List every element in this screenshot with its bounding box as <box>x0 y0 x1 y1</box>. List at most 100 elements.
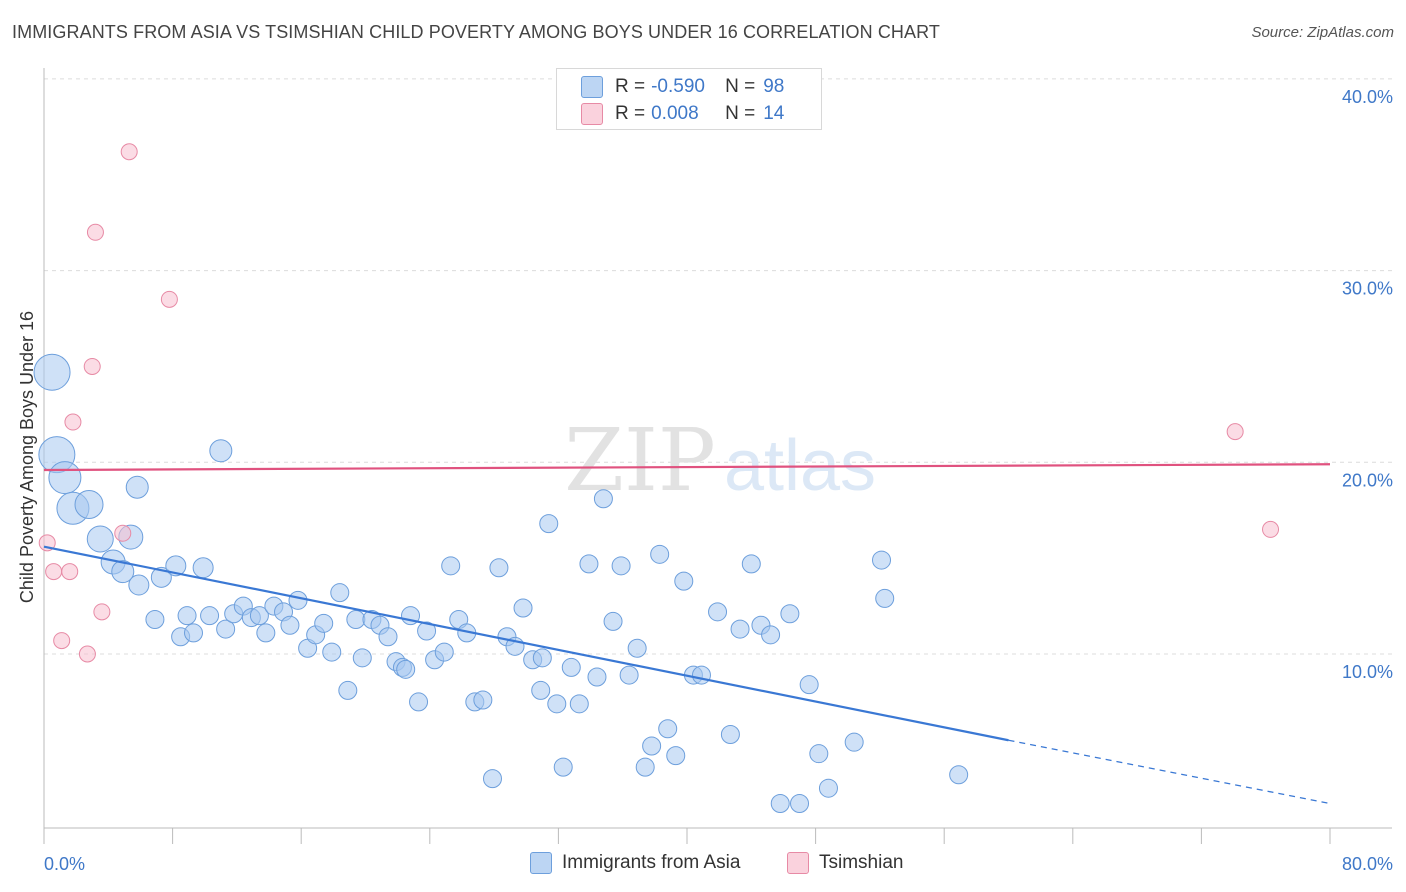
asia-point <box>434 642 454 662</box>
asia-point <box>330 583 350 603</box>
asia-point <box>128 574 150 596</box>
grid-lines <box>44 78 1392 655</box>
asia-point <box>409 692 429 712</box>
tsimshian-point <box>64 413 82 431</box>
tsimshian-point <box>53 632 71 650</box>
asia-point <box>346 609 366 629</box>
tsimshian-point <box>120 143 138 161</box>
asia-point <box>378 627 398 647</box>
asia-point <box>872 550 892 570</box>
asia-point <box>473 690 493 710</box>
legend-swatch-tsimshian <box>787 852 809 874</box>
asia-point <box>809 744 829 764</box>
asia-point <box>799 675 819 695</box>
asia-point <box>177 606 197 626</box>
legend-item-asia[interactable]: Immigrants from Asia <box>530 852 740 874</box>
asia-point <box>790 794 810 814</box>
asia-point <box>33 353 71 391</box>
tsimshian-point <box>45 563 63 581</box>
legend-row-tsimshian: R = 0.008 N = 14 <box>581 102 784 126</box>
asia-point <box>216 619 236 639</box>
asia-point <box>603 611 623 631</box>
x-tick-label-max: 80.0% <box>1342 854 1393 874</box>
series-legend: Immigrants from Asia Tsimshian <box>0 852 1406 876</box>
tsimshian-point <box>86 223 104 241</box>
asia-point <box>489 558 509 578</box>
trend-lines <box>43 463 1331 805</box>
asia-point <box>74 489 104 519</box>
legend-r-value: 0.008 <box>651 103 699 124</box>
asia-point <box>658 719 678 739</box>
asia-point <box>192 557 214 579</box>
asia-point <box>165 555 187 577</box>
asia-point <box>875 588 895 608</box>
y-tick-label-30: 30.0% <box>1342 279 1393 299</box>
asia-point <box>352 648 372 668</box>
asia-point <box>288 590 308 610</box>
legend-swatch-asia <box>581 76 603 98</box>
asia-trend-line <box>43 545 1009 742</box>
asia-point <box>691 665 711 685</box>
asia-point <box>720 725 740 745</box>
tsimshian-point <box>61 563 79 581</box>
watermark-zip: ZIP <box>564 411 716 511</box>
legend-r-label: R = <box>615 103 646 124</box>
asia-point <box>183 623 203 643</box>
asia-point <box>770 794 790 814</box>
asia-point <box>322 642 342 662</box>
asia-point <box>513 598 533 618</box>
legend-n-label: N = <box>725 103 756 124</box>
asia-point <box>314 613 334 633</box>
tsimshian-trend-line <box>43 463 1331 472</box>
legend-r-value: -0.590 <box>651 76 705 97</box>
asia-point <box>650 544 670 564</box>
tsimshian-point <box>83 357 101 375</box>
source-credit: Source: ZipAtlas.com <box>1251 24 1394 41</box>
asia-point <box>256 623 276 643</box>
legend-swatch-asia <box>530 852 552 874</box>
y-tick-label-20: 20.0% <box>1342 470 1393 490</box>
asia-point <box>642 736 662 756</box>
asia-point <box>761 625 781 645</box>
asia-point <box>593 489 613 509</box>
asia-point <box>249 606 269 626</box>
legend-r-label: R = <box>615 76 646 97</box>
scatter-points <box>33 143 1280 814</box>
asia-point <box>553 757 573 777</box>
asia-point <box>441 556 461 576</box>
asia-point <box>666 746 686 766</box>
asia-point <box>396 659 416 679</box>
asia-point <box>417 621 437 641</box>
asia-point <box>579 554 599 574</box>
tsimshian-point <box>38 534 56 552</box>
legend-n-value: 98 <box>763 76 785 97</box>
asia-trend-extension <box>1008 739 1331 805</box>
legend-item-tsimshian[interactable]: Tsimshian <box>787 852 903 874</box>
asia-point <box>569 694 589 714</box>
asia-point <box>611 556 631 576</box>
tsimshian-point <box>1226 423 1244 441</box>
asia-point <box>280 615 300 635</box>
axes <box>43 68 1392 844</box>
y-tick-labels: 10.0% 20.0% 30.0% 40.0% <box>1342 87 1393 682</box>
x-tick-labels: 0.0% 80.0% <box>44 854 1393 874</box>
asia-point <box>86 525 114 553</box>
tsimshian-point <box>93 603 111 621</box>
asia-point <box>587 667 607 687</box>
asia-point <box>48 461 82 495</box>
asia-point <box>338 680 358 700</box>
chart-title: IMMIGRANTS FROM ASIA VS TSIMSHIAN CHILD … <box>12 22 941 42</box>
asia-point <box>619 665 639 685</box>
asia-point <box>818 778 838 798</box>
legend-row-asia: R = -0.590 N = 98 <box>581 75 784 99</box>
tsimshian-point <box>78 645 96 663</box>
y-axis-label: Child Poverty Among Boys Under 16 <box>17 311 37 603</box>
asia-point <box>547 694 567 714</box>
asia-point <box>780 604 800 624</box>
asia-point <box>949 765 969 785</box>
asia-point <box>539 514 559 534</box>
asia-point <box>209 439 233 463</box>
tsimshian-point <box>160 290 178 308</box>
stats-legend: R = -0.590 N = 98 R = 0.008 N = 14 <box>556 68 822 130</box>
